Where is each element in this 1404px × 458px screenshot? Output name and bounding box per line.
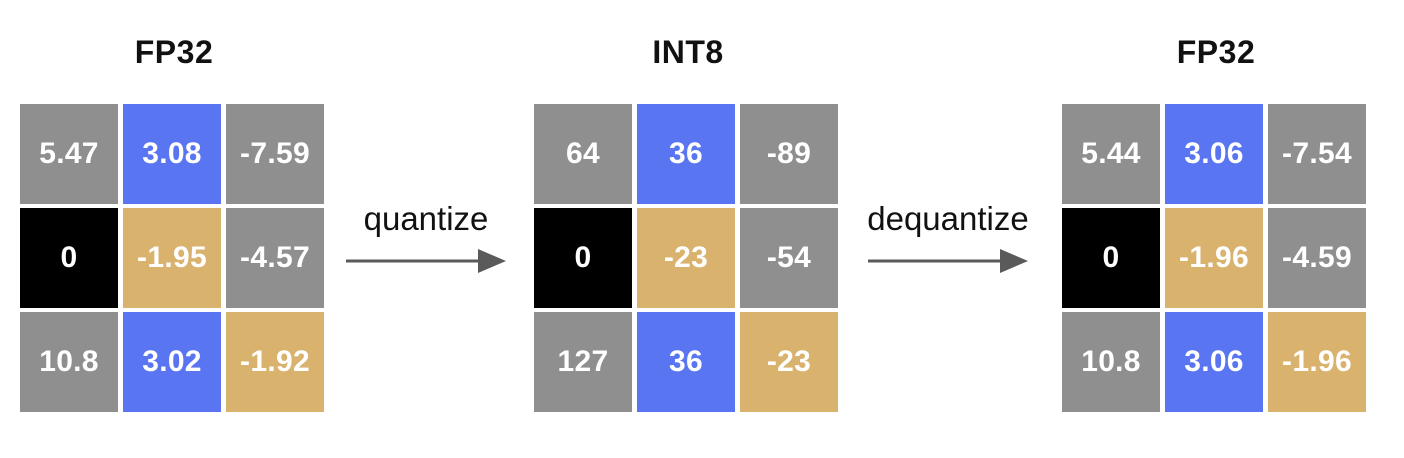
matrix-cell: -7.59 bbox=[226, 104, 324, 204]
matrix-cell: 10.8 bbox=[1062, 312, 1160, 412]
arrow-label: dequantize bbox=[867, 200, 1029, 237]
matrix-cell: -7.54 bbox=[1268, 104, 1366, 204]
matrix-cell: -1.95 bbox=[123, 208, 221, 308]
matrix-cell: 0 bbox=[1062, 208, 1160, 308]
fp32-dequantized-matrix: FP32 5.44 3.06 -7.54 0 -1.96 -4.59 10.8 … bbox=[1062, 30, 1370, 412]
matrix-cell: -54 bbox=[740, 208, 838, 308]
matrix-cell: 0 bbox=[20, 208, 118, 308]
matrix-cell: 3.02 bbox=[123, 312, 221, 412]
fp32-input-matrix: FP32 5.47 3.08 -7.59 0 -1.95 -4.57 10.8 … bbox=[20, 30, 328, 412]
matrix-cell: -1.96 bbox=[1165, 208, 1263, 308]
matrix-cell: 3.08 bbox=[123, 104, 221, 204]
matrix-cell: -1.92 bbox=[226, 312, 324, 412]
dequantize-arrow: dequantize bbox=[848, 198, 1048, 276]
int8-quantized-matrix: INT8 64 36 -89 0 -23 -54 127 36 -23 bbox=[534, 30, 842, 412]
matrix-grid: 5.44 3.06 -7.54 0 -1.96 -4.59 10.8 3.06 … bbox=[1062, 104, 1370, 412]
matrix-cell: 3.06 bbox=[1165, 104, 1263, 204]
matrix-cell: -4.57 bbox=[226, 208, 324, 308]
matrix-cell: 64 bbox=[534, 104, 632, 204]
matrix-cell: -23 bbox=[740, 312, 838, 412]
matrix-cell: 10.8 bbox=[20, 312, 118, 412]
right-arrow-icon bbox=[346, 249, 506, 273]
arrow-label: quantize bbox=[363, 200, 489, 237]
matrix-cell: 3.06 bbox=[1165, 312, 1263, 412]
matrix-cell: 36 bbox=[637, 312, 735, 412]
matrix-cell: -89 bbox=[740, 104, 838, 204]
right-arrow-icon bbox=[868, 249, 1028, 273]
matrix-cell: -23 bbox=[637, 208, 735, 308]
matrix-cell: -1.96 bbox=[1268, 312, 1366, 412]
matrix-cell: 36 bbox=[637, 104, 735, 204]
matrix-title: FP32 bbox=[134, 34, 214, 70]
matrix-grid: 64 36 -89 0 -23 -54 127 36 -23 bbox=[534, 104, 842, 412]
matrix-cell: 5.44 bbox=[1062, 104, 1160, 204]
quantize-arrow: quantize bbox=[326, 198, 526, 276]
matrix-cell: -4.59 bbox=[1268, 208, 1366, 308]
matrix-cell: 5.47 bbox=[20, 104, 118, 204]
matrix-cell: 127 bbox=[534, 312, 632, 412]
matrix-title: INT8 bbox=[652, 34, 724, 70]
matrix-grid: 5.47 3.08 -7.59 0 -1.95 -4.57 10.8 3.02 … bbox=[20, 104, 328, 412]
matrix-title: FP32 bbox=[1176, 34, 1256, 70]
matrix-cell: 0 bbox=[534, 208, 632, 308]
